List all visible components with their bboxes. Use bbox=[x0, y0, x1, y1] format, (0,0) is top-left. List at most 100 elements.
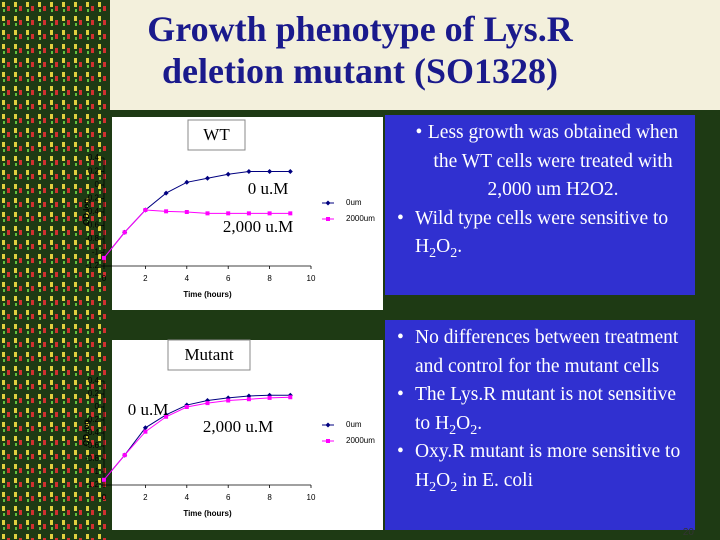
x-tick-label: 6 bbox=[226, 493, 231, 502]
charts: 0.40.20-0.2-0.4-0.6-0.8-1-1.20 2 4 6 8 10Time… bbox=[82, 117, 383, 530]
data-point bbox=[267, 211, 272, 216]
annotation: 2,000 u.M bbox=[223, 217, 293, 236]
data-point bbox=[205, 401, 210, 406]
y-tick-label: -0.8 bbox=[85, 454, 99, 463]
data-point bbox=[267, 169, 273, 174]
x-tick-label: 8 bbox=[267, 274, 272, 283]
legend-label: 0um bbox=[346, 420, 362, 429]
annotation: 0 u.M bbox=[128, 400, 169, 419]
bullet: Less growth was obtained when the WT cel… bbox=[385, 119, 691, 205]
y-axis-label: OD log bbox=[82, 420, 91, 446]
bullet-text: O bbox=[456, 412, 471, 434]
y-tick-label: 0.2 bbox=[88, 389, 100, 398]
bullet-text: 2 bbox=[429, 246, 437, 262]
data-point bbox=[184, 210, 189, 214]
title-line: deletion mutant (SO1328) bbox=[162, 51, 558, 91]
data-point bbox=[122, 230, 127, 235]
slide-number: 20 bbox=[682, 527, 694, 538]
data-point bbox=[143, 429, 148, 434]
legend-marker bbox=[326, 217, 330, 221]
bullet-text: 2 bbox=[470, 422, 478, 438]
data-point bbox=[184, 179, 190, 185]
data-point bbox=[246, 397, 251, 402]
y-axis-label: OD log bbox=[82, 199, 91, 225]
y-tick-label: -0.2 bbox=[85, 415, 99, 424]
x-tick-label: 10 bbox=[307, 274, 316, 283]
y-tick-label: -1 bbox=[92, 248, 100, 257]
x-tick-label: 0 bbox=[102, 274, 107, 283]
bullet-text: The Lys.R mutant is not sensitive to H bbox=[415, 384, 677, 434]
y-tick-label: -0.4 bbox=[85, 207, 99, 216]
bullet: No differences between treatment and con… bbox=[385, 324, 691, 381]
bullet-text: 2 bbox=[450, 479, 458, 495]
panel-label-box bbox=[187, 119, 246, 151]
x-axis-label: Time (hours) bbox=[183, 509, 232, 518]
y-tick-label: 0 bbox=[95, 402, 100, 411]
y-tick-label: -1.2 bbox=[85, 480, 99, 489]
data-point bbox=[288, 395, 293, 400]
panel-label: Mutant bbox=[184, 345, 233, 364]
bullet: Wild type cells were sensitive to H2O2. bbox=[385, 205, 691, 262]
bullet-text: 2 bbox=[450, 246, 458, 262]
chart-background bbox=[112, 340, 383, 530]
y-tick-label: 0.4 bbox=[88, 153, 100, 162]
data-point bbox=[205, 175, 210, 181]
data-point bbox=[246, 169, 252, 174]
x-tick-label: 6 bbox=[226, 274, 231, 283]
data-point bbox=[226, 398, 231, 403]
panel-label: WT bbox=[203, 125, 230, 144]
data-point bbox=[164, 414, 169, 419]
annotation: 0 u.M bbox=[248, 179, 289, 198]
data-point bbox=[246, 211, 251, 216]
data-point bbox=[267, 395, 272, 400]
legend-label: 2000um bbox=[346, 214, 375, 223]
x-tick-label: 10 bbox=[307, 493, 316, 502]
x-tick-label: 4 bbox=[185, 274, 190, 283]
y-tick-label: 0.2 bbox=[88, 167, 100, 176]
bullet-text: Wild type cells were sensitive to H bbox=[415, 207, 669, 258]
data-point bbox=[102, 477, 106, 482]
text-box: Less growth was obtained when the WT cel… bbox=[385, 115, 695, 295]
data-point bbox=[287, 169, 293, 174]
data-point bbox=[184, 405, 189, 409]
bullet-text: . bbox=[477, 412, 483, 434]
bullet: Oxy.R mutant is more sensitive to H2O2 i… bbox=[385, 438, 691, 495]
x-tick-label: 0 bbox=[102, 493, 107, 502]
y-tick-label: -1.2 bbox=[85, 261, 99, 270]
y-tick-label: -0.6 bbox=[85, 221, 99, 230]
data-point bbox=[225, 171, 231, 177]
title-line: Growth phenotype of Lys.R bbox=[147, 9, 573, 49]
x-tick-label: 8 bbox=[267, 493, 272, 502]
bullet-text: in E. coli bbox=[457, 469, 534, 491]
y-tick-label: 0 bbox=[95, 180, 100, 189]
bullet-text: 2 bbox=[429, 479, 437, 495]
y-tick-label: 0.4 bbox=[88, 376, 100, 385]
data-point bbox=[142, 425, 148, 431]
bullet-text: O bbox=[436, 236, 451, 258]
data-point bbox=[122, 453, 127, 458]
data-point bbox=[288, 211, 293, 216]
legend-marker bbox=[326, 439, 330, 443]
series-line bbox=[103, 209, 291, 259]
data-point bbox=[143, 207, 148, 212]
data-point bbox=[164, 209, 169, 214]
data-point bbox=[205, 211, 210, 216]
bullet-text: 2 bbox=[449, 422, 457, 438]
text-box: No differences between treatment and con… bbox=[385, 320, 695, 530]
x-tick-label: 2 bbox=[143, 493, 148, 502]
legend-marker bbox=[325, 422, 331, 428]
x-tick-label: 2 bbox=[143, 274, 148, 283]
legend-label: 0um bbox=[346, 198, 362, 207]
bullet-text: Less growth was obtained when the WT cel… bbox=[427, 122, 679, 201]
panel-label-box bbox=[167, 339, 251, 371]
series-line bbox=[103, 396, 291, 481]
legend-marker bbox=[325, 200, 331, 206]
series-line bbox=[103, 394, 291, 481]
data-point bbox=[102, 255, 106, 260]
y-tick-label: -0.2 bbox=[85, 194, 99, 203]
y-tick-label: -0.4 bbox=[85, 428, 99, 437]
y-tick-label: -0.6 bbox=[85, 441, 99, 450]
x-axis-label: Time (hours) bbox=[183, 290, 232, 299]
data-point bbox=[226, 211, 231, 216]
